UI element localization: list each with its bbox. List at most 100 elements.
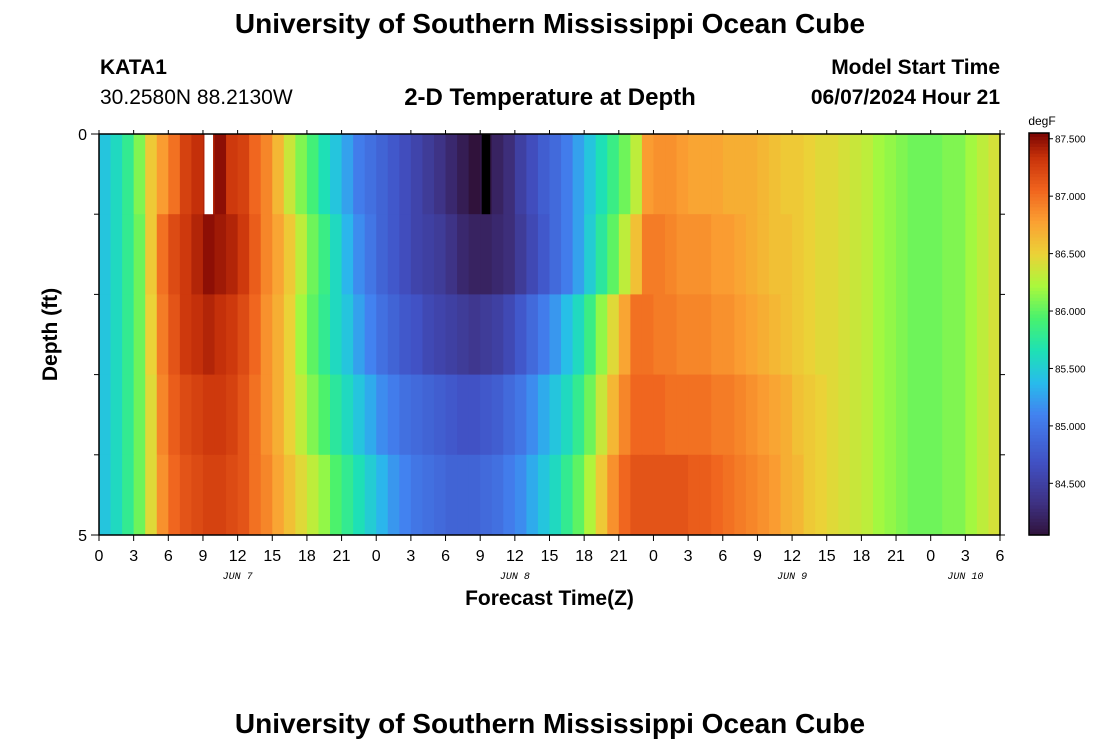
x-date-label: JUN 10 — [947, 572, 983, 583]
colorbar-segment — [1029, 464, 1049, 469]
heatmap-cell — [699, 374, 712, 456]
heatmap-cell — [526, 454, 539, 536]
colorbar-segment — [1029, 310, 1049, 315]
colorbar-segment — [1029, 320, 1049, 325]
heatmap-cell — [226, 454, 239, 536]
colorbar-segment — [1029, 394, 1049, 399]
heatmap-cell — [99, 134, 112, 215]
heatmap-cell — [965, 374, 978, 456]
heatmap-cell — [156, 214, 169, 295]
heatmap-cell — [399, 374, 412, 456]
heatmap-cell — [722, 454, 735, 536]
heatmap-cell — [202, 454, 216, 536]
heatmap-cell — [930, 454, 943, 536]
heatmap-cell — [133, 374, 146, 456]
heatmap-cell — [306, 214, 320, 295]
colorbar-segment — [1029, 334, 1049, 338]
heatmap-cell — [387, 134, 400, 215]
heatmap-cell — [168, 134, 181, 215]
heatmap-cell — [722, 134, 735, 215]
x-tick-label: 6 — [996, 548, 1005, 565]
heatmap-cell — [468, 294, 481, 375]
heatmap-cell — [665, 294, 678, 375]
colorbar-segment — [1029, 468, 1049, 472]
heatmap-cell — [988, 134, 1001, 215]
colorbar-unit-label: degF — [1028, 114, 1055, 128]
heatmap-cell — [861, 134, 874, 215]
colorbar-segment — [1029, 270, 1049, 275]
heatmap-cell — [399, 294, 412, 375]
heatmap-cell — [364, 214, 377, 295]
heatmap-cell — [896, 454, 909, 536]
heatmap-cell — [872, 374, 886, 456]
heatmap-cell — [491, 454, 504, 536]
heatmap-cell — [537, 294, 551, 375]
colorbar-segment — [1029, 401, 1049, 405]
heatmap-cell — [768, 374, 782, 456]
colorbar-segment — [1029, 246, 1049, 251]
heatmap-cell — [572, 374, 585, 456]
colorbar-segment — [1029, 491, 1049, 496]
heatmap-cell — [965, 294, 978, 375]
heatmap-cell — [815, 214, 828, 295]
heatmap-cell — [584, 294, 597, 375]
heatmap-cell — [179, 454, 193, 536]
heatmap-cell — [965, 134, 978, 215]
heatmap-cell — [537, 374, 551, 456]
colorbar-segment — [1029, 528, 1049, 533]
heatmap-cell — [861, 214, 874, 295]
heatmap-cell — [595, 294, 608, 375]
station-id: KATA1 — [100, 56, 167, 79]
colorbar-segment — [1029, 444, 1049, 449]
heatmap-cell — [526, 214, 539, 295]
colorbar-segment — [1029, 457, 1049, 462]
heatmap-cell — [919, 374, 932, 456]
station-coordinates: 30.2580N 88.2130W — [100, 86, 293, 109]
x-tick-label: 3 — [684, 548, 693, 565]
heatmap-cell — [572, 134, 585, 215]
heatmap-cell — [410, 214, 424, 295]
temperature-heatmap-chart: 0 3 6 9 12 15 18 21 0 3 6 9 12 15 18 21 0 3 6 9 12 15 18 21 0 3 6 J… — [39, 114, 1086, 610]
heatmap-cell — [607, 374, 620, 456]
heatmap-cell — [976, 374, 990, 456]
colorbar-segment — [1029, 263, 1049, 268]
heatmap-cell — [826, 454, 839, 536]
colorbar-segment — [1029, 240, 1049, 245]
colorbar-segment — [1029, 189, 1049, 194]
x-tick-label: 6 — [164, 548, 173, 565]
footer-title: University of Southern Mississippi Ocean… — [234, 708, 866, 739]
heatmap-cell — [849, 134, 862, 215]
heatmap-cell — [561, 214, 574, 295]
heatmap-cell — [480, 454, 493, 536]
heatmap-cell — [838, 134, 851, 215]
colorbar-segment — [1029, 233, 1049, 238]
heatmap-cells — [99, 134, 1001, 536]
x-tick-label: 15 — [263, 548, 281, 565]
heatmap-cell — [283, 374, 296, 456]
heatmap-cell — [376, 134, 389, 215]
heatmap-cell — [249, 454, 262, 536]
heatmap-cell — [514, 214, 527, 295]
heatmap-cell — [514, 454, 527, 536]
colorbar-segment — [1029, 317, 1049, 322]
colorbar-segment — [1029, 196, 1049, 201]
heatmap-cell — [607, 214, 620, 295]
heatmap-cell — [283, 134, 296, 215]
heatmap-cell — [549, 374, 562, 456]
heatmap-cell — [653, 454, 666, 536]
heatmap-cell — [872, 214, 886, 295]
heatmap-cell — [734, 374, 747, 456]
colorbar-segment — [1029, 417, 1049, 422]
colorbar-segment — [1029, 216, 1049, 221]
heatmap-cell — [907, 454, 920, 536]
heatmap-cell — [803, 214, 816, 295]
heatmap-cell — [110, 454, 123, 536]
colorbar-segment — [1029, 143, 1049, 147]
heatmap-cell — [792, 454, 805, 536]
heatmap-cell — [237, 374, 250, 456]
heatmap-cell — [849, 294, 862, 375]
colorbar-segment — [1029, 323, 1049, 328]
heatmap-cell — [618, 134, 631, 215]
heatmap-cell — [110, 294, 123, 375]
heatmap-cell — [133, 454, 146, 536]
